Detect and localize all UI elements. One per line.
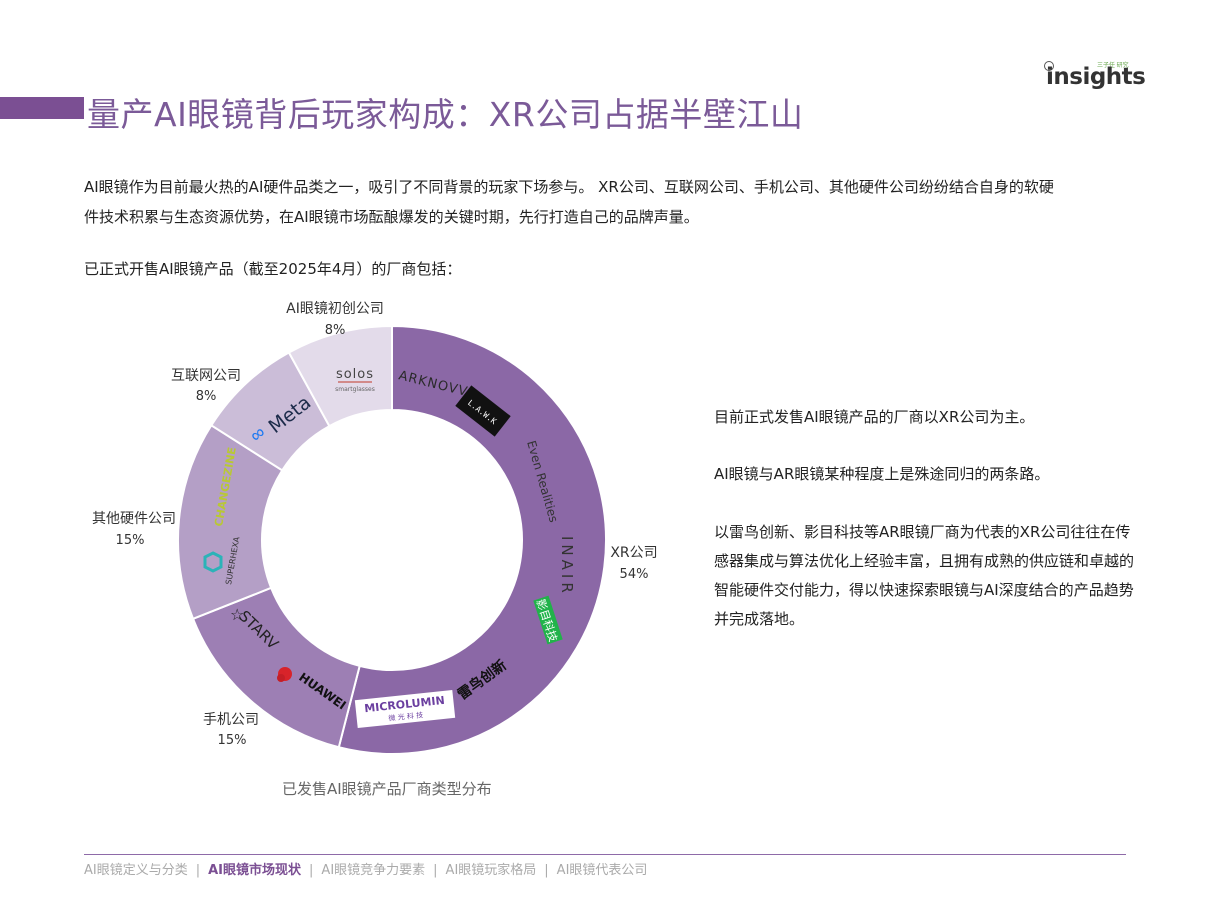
value-startup: 8% — [325, 323, 346, 338]
donut-slice-xr — [337, 324, 607, 755]
commentary-2: AI眼镜与AR眼镜某种程度上是殊途同归的两条路。 — [714, 465, 1050, 483]
inair-logo: INAIR — [558, 536, 576, 597]
value-phone: 15% — [218, 733, 247, 748]
title-accent-bar — [0, 97, 84, 119]
value-internet: 8% — [196, 389, 217, 404]
brand-main-text: insights — [1046, 64, 1146, 90]
donut-slices — [177, 324, 607, 755]
section-nav: AI眼镜定义与分类 | AI眼镜市场现状 | AI眼镜竞争力要素 | AI眼镜玩家格局 | AI… — [84, 859, 647, 878]
chart-caption: 已发售AI眼镜产品厂商类型分布 — [282, 780, 492, 798]
solos-logo: solos — [336, 367, 374, 382]
label-startup: AI眼镜初创公司 — [286, 300, 384, 317]
chart-subheading: 已正式开售AI眼镜产品（截至2025年4月）的厂商包括： — [84, 260, 462, 278]
nav-separator: | — [544, 863, 549, 878]
star-icon: ☆ — [230, 607, 244, 624]
microlumin-logo: MICROLUMIN 微 光 科 技 — [354, 689, 456, 729]
nav-separator: | — [433, 863, 438, 878]
page-title: 量产AI眼镜背后玩家构成：XR公司占据半壁江山 — [87, 95, 804, 134]
donut-slice-ai — [287, 324, 393, 428]
nav-item-companies[interactable]: AI眼镜代表公司 — [556, 863, 648, 878]
commentary-3: 以雷鸟创新、影目科技等AR眼镜厂商为代表的XR公司往往在传感器集成与算法优化上经… — [714, 523, 1135, 628]
nav-item-competitiveness[interactable]: AI眼镜竞争力要素 — [321, 863, 426, 878]
nav-separator: | — [195, 863, 201, 878]
nav-item-landscape[interactable]: AI眼镜玩家格局 — [445, 863, 537, 878]
nav-separator: | — [309, 863, 314, 878]
intro-line-1: AI眼镜作为目前最火热的AI硬件品类之一，吸引了不同背景的玩家下场参与。 XR公… — [84, 178, 1054, 196]
solos-sub-logo: smartglasses — [335, 386, 375, 393]
huawei-flower-icon — [277, 667, 292, 682]
brand-small-text: 三子任 研究 — [1097, 63, 1129, 69]
segment-labels: AI眼镜初创公司 8% 互联网公司 8% 其他硬件公司 15% 手机公司 15%… — [92, 300, 658, 748]
commentary-1: 目前正式发售AI眼镜产品的厂商以XR公司为主。 — [714, 408, 1035, 426]
label-other-hardware: 其他硬件公司 — [92, 511, 176, 527]
intro-line-2: 件技术积累与生态资源优势，在AI眼镜市场酝酿爆发的关键时期，先行打造自己的品牌声… — [84, 208, 699, 226]
value-other-hardware: 15% — [116, 533, 145, 548]
svg-text:微 光 科 技: 微 光 科 技 — [388, 710, 423, 723]
nav-item-market-status[interactable]: AI眼镜市场现状 — [208, 863, 302, 878]
label-phone: 手机公司 — [203, 712, 259, 728]
nav-item-definition[interactable]: AI眼镜定义与分类 — [84, 863, 188, 878]
superhexa-hexagon-icon — [203, 551, 223, 573]
footer-divider — [84, 854, 1126, 855]
label-xr: XR公司 — [610, 545, 657, 561]
label-internet: 互联网公司 — [171, 368, 241, 384]
intro-paragraph: AI眼镜作为目前最火热的AI硬件品类之一，吸引了不同背景的玩家下场参与。 XR公… — [84, 172, 1129, 232]
value-xr: 54% — [620, 567, 649, 582]
brand-q-icon — [1044, 61, 1054, 71]
